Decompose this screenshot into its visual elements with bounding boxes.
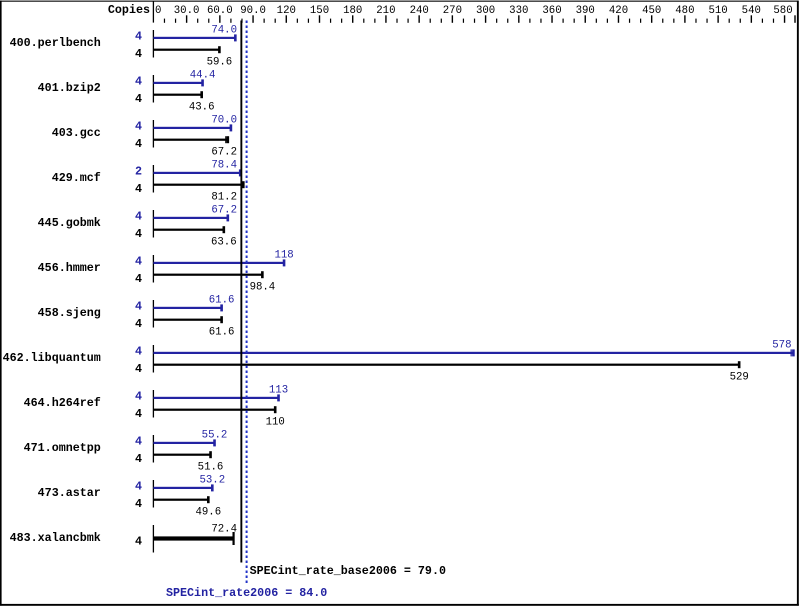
svg-text:403.gcc: 403.gcc — [52, 126, 101, 140]
svg-text:4: 4 — [135, 434, 142, 448]
svg-text:4: 4 — [135, 299, 142, 313]
svg-text:510: 510 — [708, 5, 727, 17]
svg-text:445.gobmk: 445.gobmk — [38, 216, 101, 230]
svg-text:4: 4 — [135, 344, 142, 358]
svg-text:4: 4 — [135, 452, 142, 466]
svg-text:471.omnetpp: 471.omnetpp — [24, 441, 101, 455]
svg-text:55.2: 55.2 — [202, 429, 228, 441]
svg-text:240: 240 — [410, 5, 429, 17]
svg-text:43.6: 43.6 — [189, 102, 215, 114]
svg-text:2: 2 — [135, 164, 142, 178]
svg-text:4: 4 — [135, 47, 142, 61]
svg-text:4: 4 — [135, 29, 142, 43]
svg-text:53.2: 53.2 — [199, 474, 225, 486]
svg-text:4: 4 — [135, 479, 142, 493]
svg-text:0: 0 — [155, 5, 161, 17]
svg-text:330: 330 — [509, 5, 528, 17]
svg-text:SPECint_rate2006 = 84.0: SPECint_rate2006 = 84.0 — [166, 586, 327, 600]
svg-text:113: 113 — [269, 384, 288, 396]
svg-text:578: 578 — [772, 339, 791, 351]
svg-text:4: 4 — [135, 137, 142, 151]
svg-text:458.sjeng: 458.sjeng — [38, 306, 101, 320]
svg-text:400.perlbench: 400.perlbench — [10, 36, 101, 50]
svg-text:30.0: 30.0 — [174, 5, 200, 17]
svg-text:4: 4 — [135, 182, 142, 196]
svg-text:480: 480 — [675, 5, 694, 17]
svg-text:4: 4 — [135, 74, 142, 88]
svg-text:72.4: 72.4 — [211, 524, 237, 536]
svg-text:61.6: 61.6 — [209, 327, 235, 339]
svg-text:210: 210 — [376, 5, 395, 17]
svg-text:4: 4 — [135, 497, 142, 511]
svg-text:180: 180 — [343, 5, 362, 17]
svg-text:390: 390 — [576, 5, 595, 17]
svg-text:90.0: 90.0 — [240, 5, 266, 17]
svg-text:360: 360 — [542, 5, 561, 17]
svg-text:4: 4 — [135, 119, 142, 133]
svg-text:4: 4 — [135, 254, 142, 268]
svg-text:118: 118 — [274, 249, 293, 261]
svg-text:81.2: 81.2 — [211, 192, 237, 204]
svg-text:4: 4 — [135, 272, 142, 286]
svg-text:150: 150 — [310, 5, 329, 17]
svg-text:4: 4 — [135, 389, 142, 403]
svg-text:67.2: 67.2 — [211, 147, 237, 159]
svg-text:4: 4 — [135, 92, 142, 106]
svg-text:483.xalancbmk: 483.xalancbmk — [10, 531, 101, 545]
svg-text:60.0: 60.0 — [207, 5, 233, 17]
svg-text:401.bzip2: 401.bzip2 — [38, 81, 101, 95]
svg-text:462.libquantum: 462.libquantum — [3, 351, 101, 365]
svg-text:63.6: 63.6 — [211, 237, 237, 249]
svg-text:429.mcf: 429.mcf — [52, 171, 101, 185]
svg-text:Copies: Copies — [108, 3, 150, 17]
svg-text:49.6: 49.6 — [195, 507, 221, 519]
svg-text:473.astar: 473.astar — [38, 486, 101, 500]
svg-text:450: 450 — [642, 5, 661, 17]
svg-text:4: 4 — [135, 535, 142, 549]
svg-text:4: 4 — [135, 317, 142, 331]
svg-text:4: 4 — [135, 209, 142, 223]
svg-text:51.6: 51.6 — [198, 462, 224, 474]
svg-text:580: 580 — [773, 5, 792, 17]
svg-text:420: 420 — [609, 5, 628, 17]
svg-text:74.0: 74.0 — [211, 24, 237, 36]
svg-text:529: 529 — [730, 372, 749, 384]
svg-text:300: 300 — [476, 5, 495, 17]
svg-text:61.6: 61.6 — [209, 294, 235, 306]
svg-text:270: 270 — [443, 5, 462, 17]
svg-text:456.hmmer: 456.hmmer — [38, 261, 101, 275]
svg-text:44.4: 44.4 — [190, 69, 216, 81]
svg-text:98.4: 98.4 — [250, 282, 276, 294]
svg-text:540: 540 — [742, 5, 761, 17]
svg-text:78.4: 78.4 — [211, 159, 237, 171]
svg-text:4: 4 — [135, 227, 142, 241]
svg-text:59.6: 59.6 — [207, 57, 233, 69]
svg-text:70.0: 70.0 — [211, 114, 237, 126]
svg-text:4: 4 — [135, 407, 142, 421]
svg-text:67.2: 67.2 — [211, 204, 237, 216]
svg-text:110: 110 — [266, 417, 285, 429]
svg-text:464.h264ref: 464.h264ref — [24, 396, 101, 410]
svg-text:SPECint_rate_base2006 = 79.0: SPECint_rate_base2006 = 79.0 — [250, 564, 446, 578]
svg-text:120: 120 — [277, 5, 296, 17]
svg-text:4: 4 — [135, 362, 142, 376]
